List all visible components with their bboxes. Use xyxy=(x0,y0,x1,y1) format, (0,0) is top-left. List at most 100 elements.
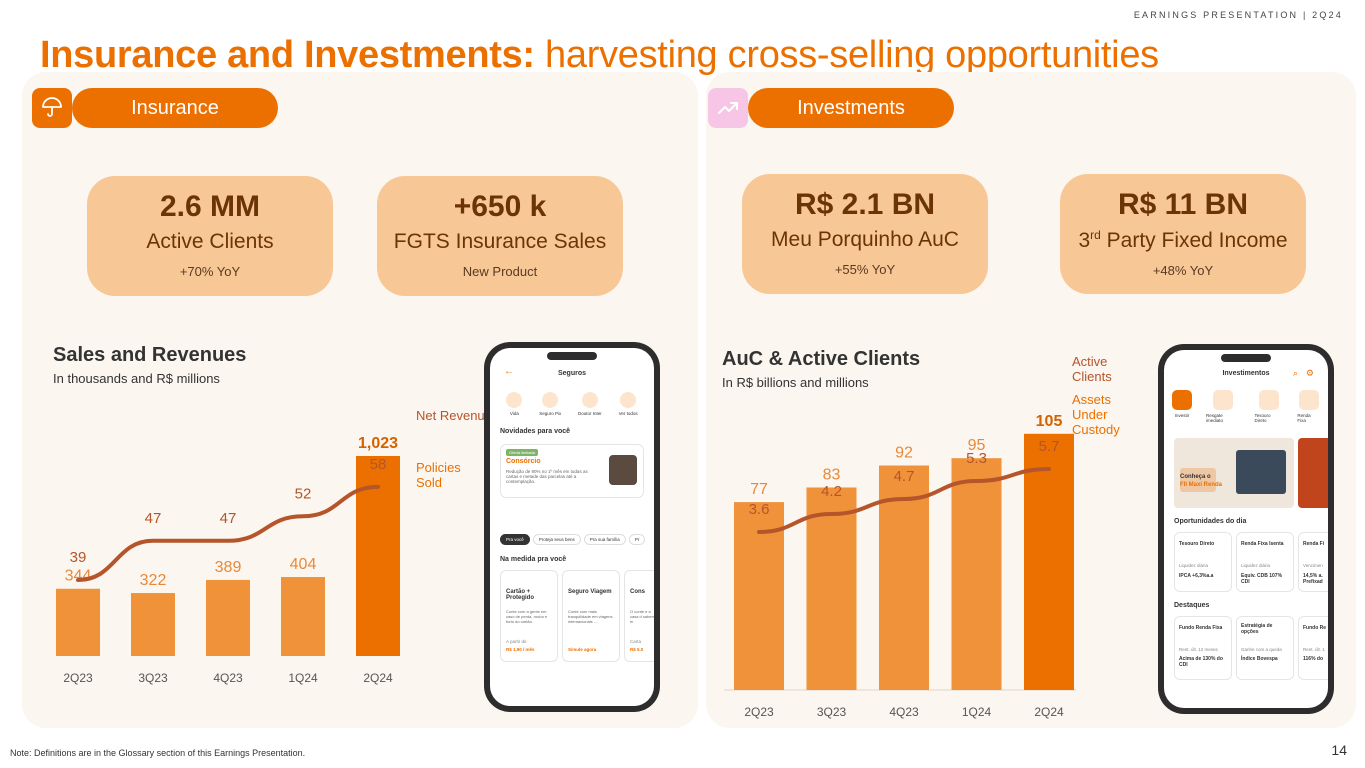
bar xyxy=(56,588,100,656)
bar-value-label: 92 xyxy=(895,445,913,462)
quick-action: Renda Fixa xyxy=(1297,390,1320,423)
legend-policies-sold: Policies Sold xyxy=(416,460,461,490)
redeem-icon xyxy=(1213,390,1234,410)
bar xyxy=(206,579,250,656)
quick-actions: Investir Resgate imediato Tesouro Direto… xyxy=(1172,390,1320,423)
banner-card: Conheça o FII Maxi Renda xyxy=(1174,438,1294,508)
line-value-label: 39 xyxy=(70,549,87,566)
section-heading: Destaques xyxy=(1174,602,1210,609)
line-value-label: 4.2 xyxy=(821,483,842,500)
bar-value-label: 95 xyxy=(968,437,986,454)
investments-app-screen: Investimentos ⌕ ⚙ Investir Resgate imedi… xyxy=(1164,350,1328,708)
quick-action: Seguro Pix xyxy=(539,392,561,416)
line-value-label: 5.7 xyxy=(1039,438,1060,455)
banner-heading: Conheça o xyxy=(1180,474,1211,480)
line-value-label: 4.7 xyxy=(894,468,915,485)
opportunity-card: Renda Fi Vencimen 14,5% a. Prefixad xyxy=(1298,532,1328,592)
back-arrow-icon: ← xyxy=(504,366,514,377)
banner-subheading: FII Maxi Renda xyxy=(1180,482,1223,488)
line-value-label: 47 xyxy=(220,510,237,527)
kpi-note: +48% YoY xyxy=(1152,263,1214,278)
promo-badge: Oferta limitada xyxy=(506,449,539,456)
series-line xyxy=(757,467,1051,534)
heart-icon xyxy=(506,392,523,408)
category-chips: Pra você Proteja seus bens Pra sua família… xyxy=(500,534,648,545)
pix-icon xyxy=(542,392,559,408)
trending-up-icon xyxy=(708,88,748,128)
quick-action: Vida xyxy=(506,392,523,416)
kpi-note: +70% YoY xyxy=(179,264,241,279)
line-value-label: 3.6 xyxy=(749,501,770,518)
kpi-fgts-sales: +650 k FGTS Insurance Sales New Product xyxy=(377,176,623,296)
bar-value-label: 344 xyxy=(65,568,92,585)
quick-actions: Vida Seguro Pix Doutor Inter Ver todos xyxy=(498,392,646,416)
series-line xyxy=(76,484,380,582)
presentation-tag: EARNINGS PRESENTATION | 2Q24 xyxy=(1133,10,1343,20)
kpi-value: +650 k xyxy=(453,190,547,223)
more-icon xyxy=(620,392,637,408)
chart-subtitle: In R$ billions and millions xyxy=(722,375,869,390)
insurance-tab: Insurance xyxy=(72,88,278,128)
x-tick-label: 2Q24 xyxy=(363,671,393,685)
line-value-label: 47 xyxy=(145,510,162,527)
gear-icon: ⚙ xyxy=(1305,368,1314,378)
bar-value-label: 322 xyxy=(140,572,167,589)
promo-card: Oferta limitada Consórcio Redução de 90%… xyxy=(500,444,644,498)
bar xyxy=(131,593,175,656)
bar-value-label: 77 xyxy=(750,481,768,498)
kpi-third-party-fixed-income: R$ 11 BN 3rd Party Fixed Income +48% YoY xyxy=(1060,174,1306,294)
kpi-note: +55% YoY xyxy=(834,262,896,277)
highlight-card: Fundo Renda Fixa Rent. últ. 12 meses Aci… xyxy=(1174,616,1232,680)
page-number: 14 xyxy=(1331,742,1347,758)
chip: Pra sua família xyxy=(583,534,626,545)
kpi-value: 2.6 MM xyxy=(159,190,261,223)
legend-active-clients: Active Clients xyxy=(1072,354,1112,384)
x-tick-label: 2Q23 xyxy=(63,671,93,685)
banner-card-next xyxy=(1298,438,1328,508)
highlight-card: Estratégia de opções Ganhe com a queda Í… xyxy=(1236,616,1294,680)
umbrella-icon xyxy=(32,88,72,128)
kpi-value: R$ 2.1 BN xyxy=(794,188,936,221)
kpi-value: R$ 11 BN xyxy=(1117,188,1249,221)
insurance-app-screen: ← Seguros Vida Seguro Pix Doutor Inter V… xyxy=(490,348,654,706)
section-heading: Oportunidades do dia xyxy=(1174,518,1247,525)
x-tick-label: 2Q23 xyxy=(744,705,774,719)
insurance-panel: Insurance 2.6 MM Active Clients +70% YoY… xyxy=(22,72,698,728)
treasury-icon xyxy=(1258,390,1279,410)
app-screen-title: Investimentos xyxy=(1222,370,1270,377)
chip: Proteja seus bens xyxy=(532,534,581,545)
auc-active-clients-chart: 77 2Q23 83 3Q23 92 4Q23 95 1Q24 105 2Q24 3.6 4.2 4.7… xyxy=(724,413,1076,719)
kpi-label: 3rd Party Fixed Income xyxy=(1078,228,1288,252)
line-value-label: 58 xyxy=(370,456,387,473)
kpi-label: FGTS Insurance Sales xyxy=(393,230,607,253)
kpi-active-clients: 2.6 MM Active Clients +70% YoY xyxy=(87,176,333,296)
footnote: Note: Definitions are in the Glossary se… xyxy=(10,748,306,758)
insurance-app-mockup: ← Seguros Vida Seguro Pix Doutor Inter V… xyxy=(484,342,660,712)
line-value-label: 5.3 xyxy=(966,450,987,467)
quick-action: Resgate imediato xyxy=(1206,390,1241,423)
x-tick-label: 4Q23 xyxy=(889,705,919,719)
x-tick-label: 3Q23 xyxy=(138,671,168,685)
fixed-income-icon xyxy=(1298,390,1319,410)
chart-title: AuC & Active Clients xyxy=(722,348,921,370)
bar-value-label: 1,023 xyxy=(358,435,398,452)
opportunity-card: Tesouro Direto Liquidez diária IPCA +6,3… xyxy=(1174,532,1232,592)
investments-panel: Investments R$ 2.1 BN Meu Porquinho AuC … xyxy=(706,72,1356,728)
sales-revenue-chart: 344 2Q23 322 3Q23 389 4Q23 404 1Q24 1,023 2Q24 39 4… xyxy=(56,435,400,685)
bar-value-label: 404 xyxy=(290,556,317,573)
bar xyxy=(1024,433,1074,690)
investments-tab: Investments xyxy=(748,88,954,128)
x-tick-label: 1Q24 xyxy=(288,671,318,685)
promo-heading: Consórcio xyxy=(506,458,541,465)
bar xyxy=(879,465,929,690)
page-title-light: harvesting cross-selling opportunities xyxy=(534,34,1159,76)
x-tick-label: 2Q24 xyxy=(1034,705,1064,719)
chip: Pra você xyxy=(500,534,530,545)
quick-action: Tesouro Direto xyxy=(1255,390,1284,423)
investments-app-mockup: Investimentos ⌕ ⚙ Investir Resgate imedi… xyxy=(1158,344,1334,714)
section-heading: Na medida pra você xyxy=(500,556,567,563)
search-icon: ⌕ xyxy=(1292,368,1298,378)
kpi-porquinho-auc: R$ 2.1 BN Meu Porquinho AuC +55% YoY xyxy=(742,174,988,294)
chart-subtitle: In thousands and R$ millions xyxy=(53,371,220,386)
stethoscope-icon xyxy=(581,392,598,408)
